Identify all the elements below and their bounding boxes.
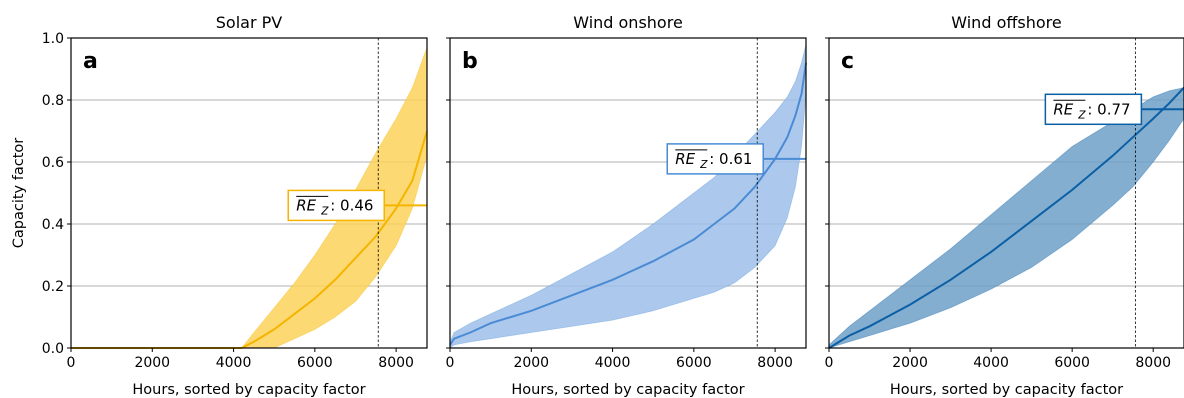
- panel-letter: b: [462, 49, 478, 74]
- y-tick-label: 0.2: [42, 279, 64, 295]
- x-axis-label: Hours, sorted by capacity factor: [132, 382, 365, 398]
- axes-frame: [449, 37, 807, 349]
- x-tick-label: 6000: [297, 355, 333, 371]
- range-band: [449, 44, 807, 349]
- x-tick-label: 4000: [973, 355, 1009, 371]
- median-line: [828, 86, 1184, 349]
- y-tick-label: 0.8: [42, 93, 64, 109]
- x-tick-label: 0: [67, 355, 76, 371]
- panel-letter: c: [841, 49, 854, 74]
- x-tick-label: 2000: [892, 355, 928, 371]
- panel-a: RE Z: 0.46 0.0 0.2 0.4 0.6 0.8 1.0 0 2000 4000 6000…: [42, 13, 428, 398]
- annotation-box: [1044, 93, 1143, 126]
- x-tick-label: 4000: [595, 355, 631, 371]
- annotation-label: RE: [675, 150, 695, 168]
- axes-frame: [828, 37, 1184, 349]
- annotation-value: : 0.61: [709, 150, 752, 168]
- median-line: [449, 62, 807, 346]
- x-tick-label: 4000: [216, 355, 252, 371]
- panel-b: RE Z: 0.61 0 2000 4000 6000 8000 Hours, sorted …: [446, 13, 807, 398]
- panel-title: Solar PV: [216, 13, 283, 32]
- y-axis-label: Capacity factor: [11, 138, 27, 248]
- annotation-value: : 0.46: [330, 196, 373, 214]
- x-tick-label: 0: [825, 355, 834, 371]
- annotation-subscript: Z: [320, 205, 329, 217]
- annotation-box: [287, 189, 385, 222]
- annotation-label: RE: [1053, 100, 1073, 118]
- x-tick-label: 8000: [378, 355, 414, 371]
- x-tick-label: 2000: [513, 355, 549, 371]
- y-tick-label: 0.4: [42, 217, 64, 233]
- x-tick-label: 0: [446, 355, 455, 371]
- panel-c: RE Z: 0.77 0 2000 4000 6000 8000 Hours, sorted …: [825, 13, 1184, 398]
- axes-frame: [70, 37, 428, 349]
- annotation-subscript: Z: [699, 159, 708, 171]
- x-tick-label: 6000: [676, 355, 712, 371]
- annotation-box: [666, 143, 764, 175]
- x-tick-label: 8000: [757, 355, 793, 371]
- y-tick-label: 1.0: [42, 31, 64, 47]
- panel-title: Wind offshore: [951, 13, 1061, 32]
- x-tick-label: 2000: [134, 355, 170, 371]
- x-tick-label: 6000: [1054, 355, 1090, 371]
- range-band: [828, 87, 1184, 349]
- annotation-value: : 0.77: [1087, 100, 1130, 118]
- panel-title: Wind onshore: [573, 13, 683, 32]
- x-tick-label: 8000: [1135, 355, 1171, 371]
- annotation-subscript: Z: [1077, 109, 1086, 121]
- x-axis-label: Hours, sorted by capacity factor: [890, 382, 1123, 398]
- annotation-label: RE: [296, 196, 316, 214]
- y-tick-label: 0.0: [42, 341, 64, 357]
- y-tick-label: 0.6: [42, 155, 64, 171]
- panel-letter: a: [83, 49, 98, 74]
- x-axis-label: Hours, sorted by capacity factor: [511, 382, 744, 398]
